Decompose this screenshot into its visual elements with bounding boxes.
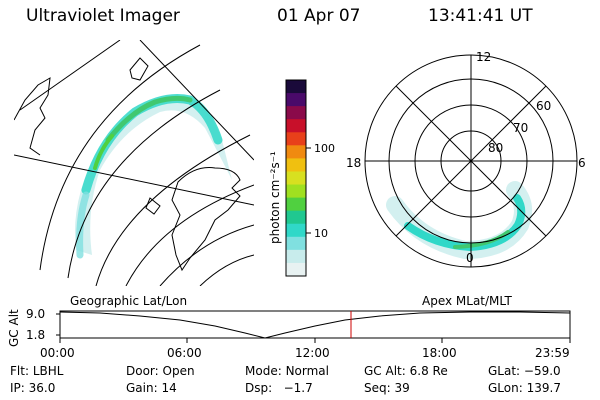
strip-x-tick-12: 12:00 (295, 346, 330, 360)
status-gain: Gain: 14 (126, 381, 177, 395)
geo-auroral-core (105, 95, 193, 143)
status-mode: Mode: Normal (245, 364, 329, 378)
polar-lat-80: 80 (488, 141, 503, 155)
colorbar-cell (286, 184, 306, 199)
geo-auroral-tail (76, 191, 90, 259)
colorbar-cell (286, 171, 306, 186)
colorbar-cell (286, 132, 306, 146)
polar-auroral-core (453, 230, 510, 249)
strip-axis-title: GC Alt (7, 309, 21, 347)
polar-label-0: 0 (466, 251, 474, 265)
colorbar-cell (286, 158, 306, 172)
polar-label-12: 12 (476, 50, 491, 64)
colorbar-cell (286, 93, 306, 107)
polar-lat-70: 70 (513, 121, 528, 135)
polar-label-6: 6 (578, 156, 586, 170)
image-date: 01 Apr 07 (277, 6, 361, 26)
strip-x-tick-6: 06:00 (167, 346, 202, 360)
colorbar-cell (286, 236, 306, 251)
colorbar-cell (286, 145, 306, 159)
strip-x-tick-24: 23:59 (535, 346, 570, 360)
status-seq: Seq: 39 (364, 381, 410, 395)
strip-y-tick-9: 9.0 (26, 307, 45, 321)
colorbar-cell (286, 210, 306, 225)
colorbar-unit-label: photon cm⁻²s⁻¹ (268, 151, 282, 244)
strip-left-caption: Geographic Lat/Lon (70, 294, 187, 308)
colorbar-cell (286, 197, 306, 212)
colorbar-tick-100: 100 (314, 142, 335, 155)
color-scale-bar (285, 79, 311, 277)
colorbar-cell (286, 262, 306, 277)
strip-y-tick-1.8: 1.8 (26, 328, 45, 342)
polar-lat-60: 60 (536, 99, 551, 113)
colorbar-cell (286, 80, 306, 94)
altitude-strip (56, 310, 571, 343)
status-ip: IP: 36.0 (10, 381, 56, 395)
colorbar-tick-10: 10 (314, 227, 328, 240)
status-gc-alt: GC Alt: 6.8 Re (364, 364, 448, 378)
polar-label-18: 18 (346, 156, 361, 170)
colorbar-cell (286, 249, 306, 264)
altitude-curve (59, 311, 571, 339)
colorbar-cell (286, 119, 306, 133)
colorbar-cell (286, 223, 306, 238)
polar-plot (364, 54, 578, 268)
polar-auroral-band (404, 194, 526, 252)
status-glon: GLon: 139.7 (488, 381, 561, 395)
colorbar-cell (286, 106, 306, 120)
strip-right-caption: Apex MLat/MLT (422, 294, 512, 308)
status-flt: Flt: LBHL (10, 364, 64, 378)
geographic-map (14, 40, 254, 286)
strip-x-tick-18: 18:00 (422, 346, 457, 360)
geo-auroral-core-2 (93, 134, 114, 170)
status-glat: GLat: −59.0 (488, 364, 561, 378)
app-title: Ultraviolet Imager (26, 6, 180, 26)
strip-x-tick-0: 00:00 (40, 346, 75, 360)
status-door: Door: Open (126, 364, 195, 378)
image-time: 13:41:41 UT (428, 6, 533, 26)
status-dsp: Dsp: −1.7 (245, 381, 313, 395)
